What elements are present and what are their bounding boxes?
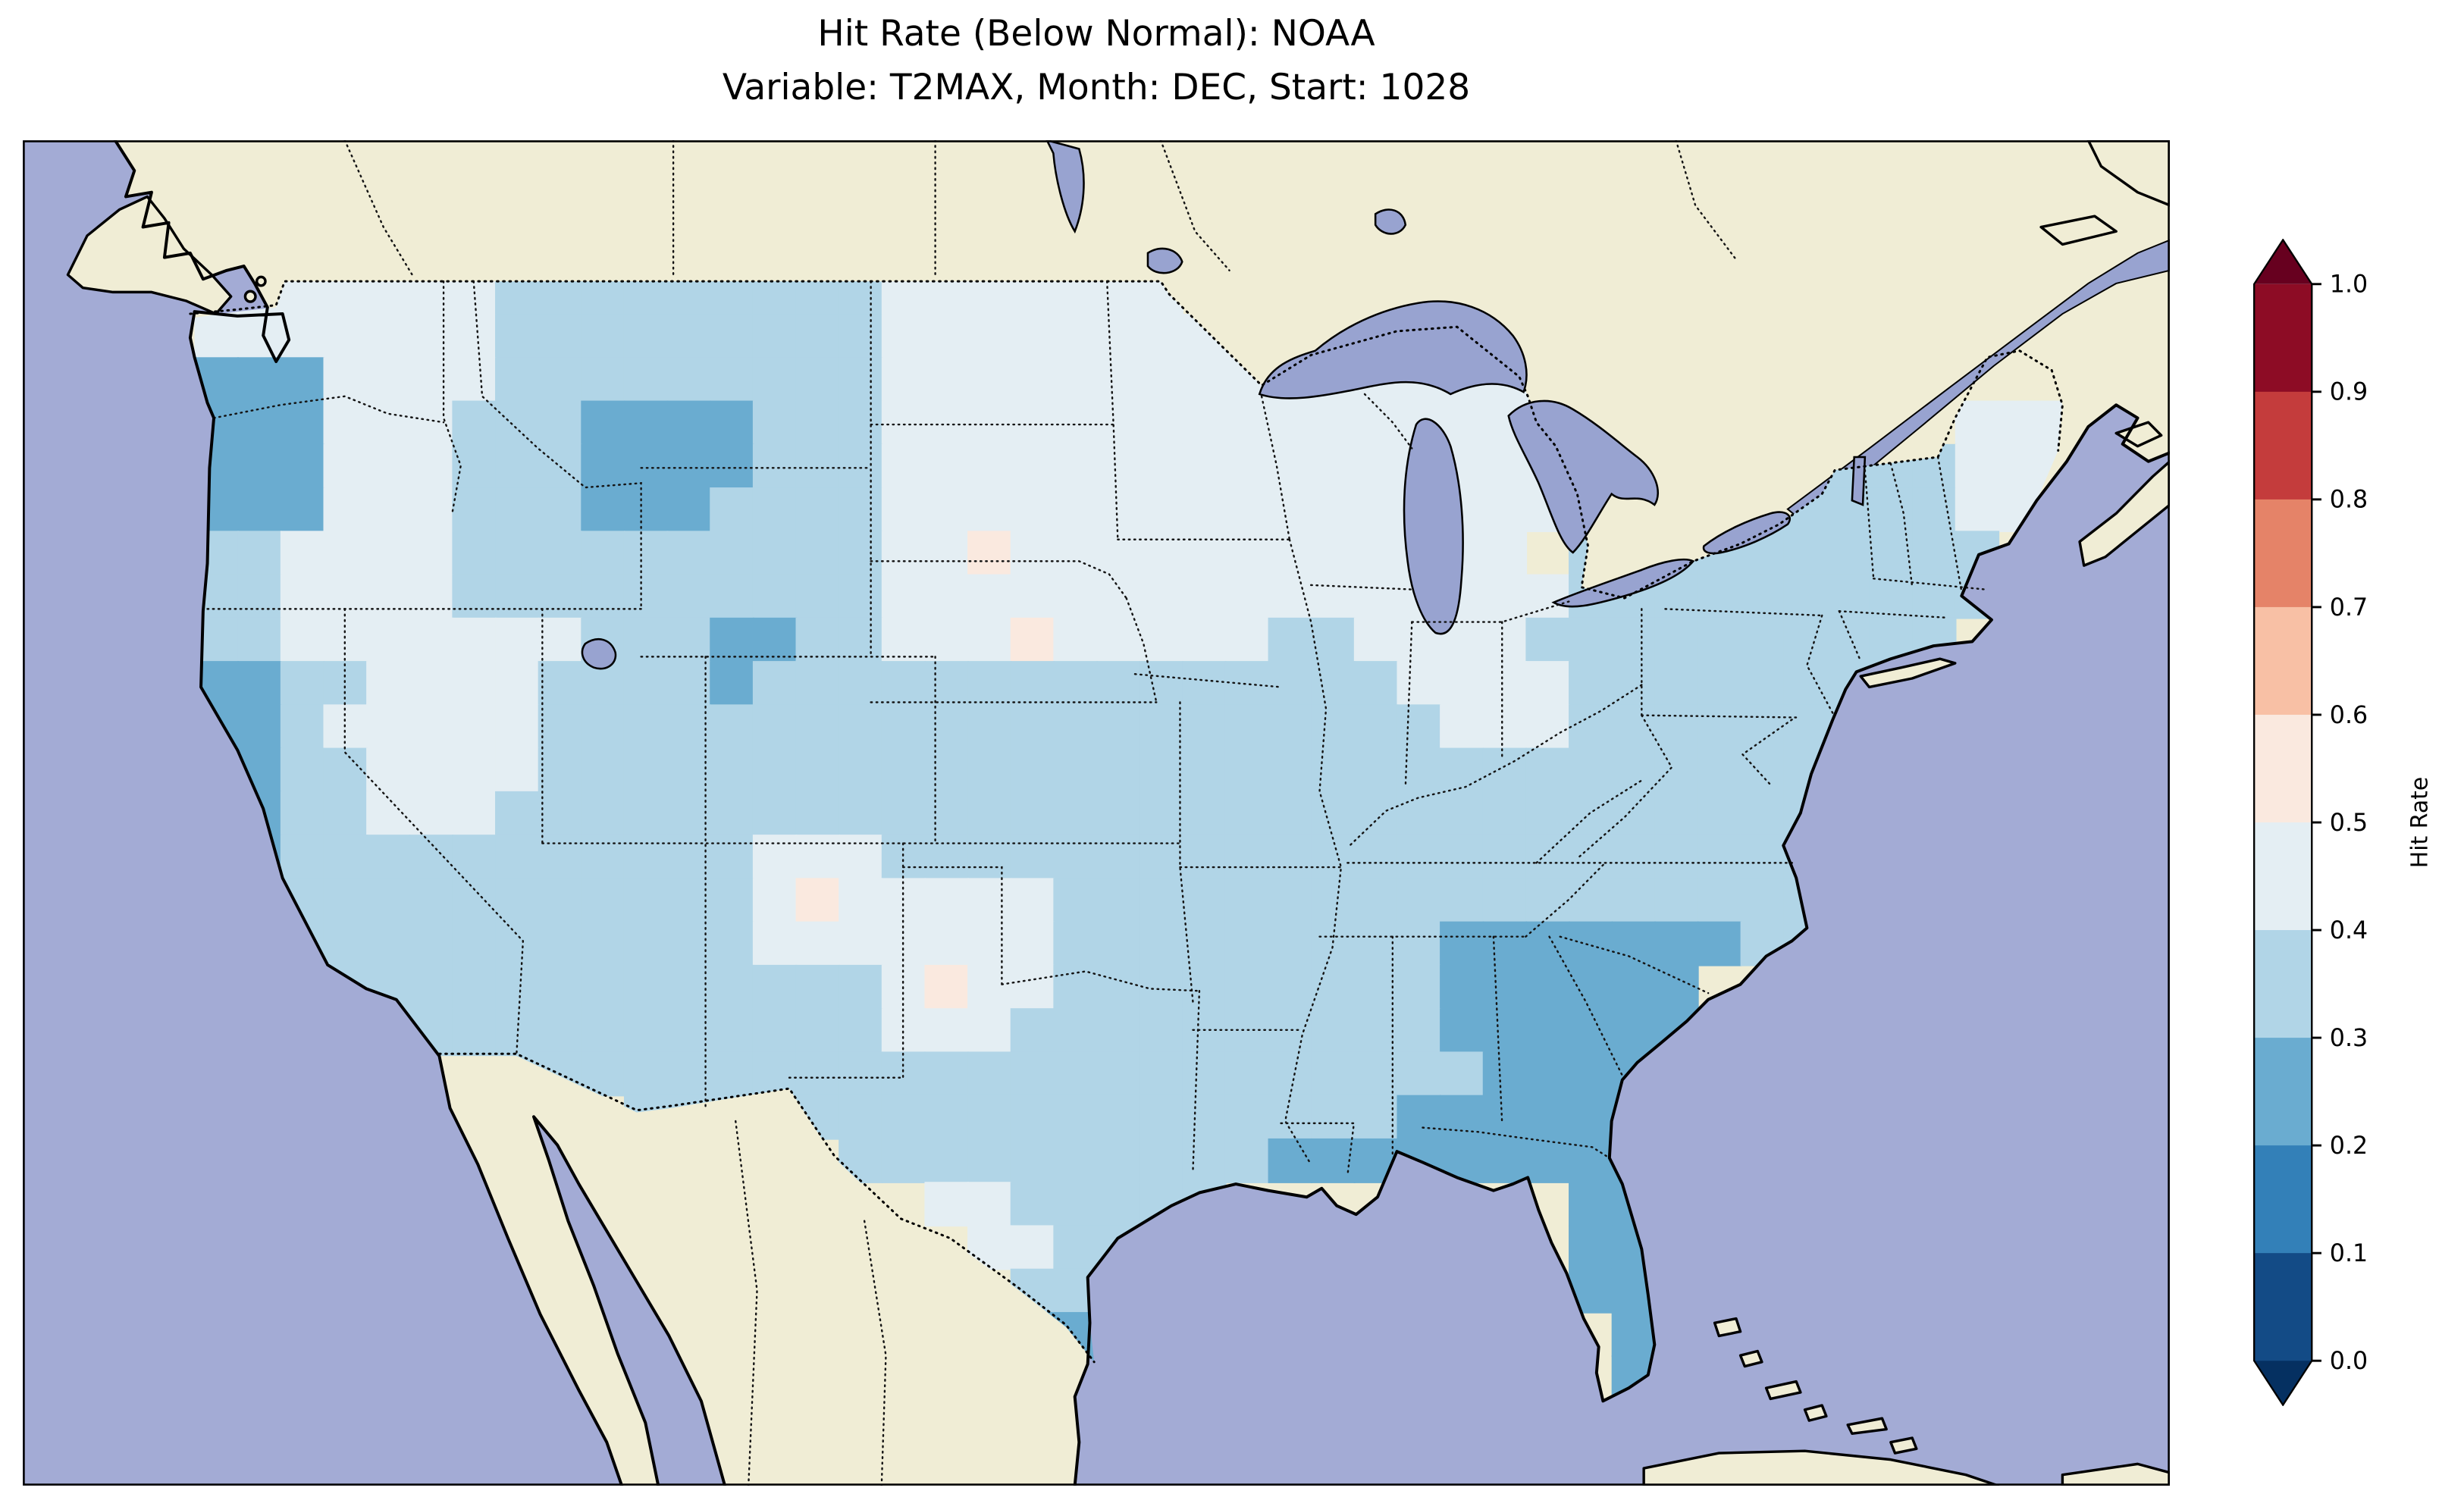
bahamas-island-4 — [1803, 1404, 1828, 1422]
gulf-island — [243, 290, 257, 303]
colorbar-tick-label: 0.3 — [2330, 1025, 2368, 1052]
great-salt-lake — [581, 637, 617, 670]
colorbar-over-arrow — [2254, 240, 2312, 284]
figure-title-line2: Variable: T2MAX, Month: DEC, Start: 1028 — [722, 66, 1471, 108]
colorbar-tick-label: 0.5 — [2330, 810, 2368, 837]
colorbar: 1.0 0.9 0.8 0.7 0.6 0.5 0.4 0.3 0.2 0.1 0.0 Hit Ra… — [2252, 239, 2433, 1406]
figure-title-line1: Hit Rate (Below Normal): NOAA — [817, 13, 1375, 55]
long-island — [1859, 657, 1957, 689]
colorbar-under-arrow — [2254, 1361, 2312, 1405]
bahamas-island-2 — [1738, 1349, 1763, 1368]
colorbar-label: Hit Rate — [2406, 777, 2433, 868]
colorbar-tick-label: 0.4 — [2330, 917, 2368, 944]
st-lawrence-river — [1786, 239, 2170, 528]
islands — [66, 140, 2170, 1486]
colorbar-tick-label: 0.0 — [2330, 1348, 2368, 1375]
figure-title: Hit Rate (Below Normal): NOAA Variable: … — [23, 8, 2170, 114]
coastlines — [113, 140, 2170, 1486]
colorbar-segments — [2254, 283, 2312, 1362]
colorbar-outline — [2252, 239, 2313, 1406]
san-juan-island — [255, 275, 267, 287]
lake-huron — [1507, 399, 1659, 554]
newfoundland-corner — [2086, 140, 2170, 207]
lake-winnipeg — [1045, 140, 1085, 234]
lake-superior — [1258, 300, 1528, 399]
vancouver-island — [66, 195, 233, 315]
lake-of-the-woods — [1146, 247, 1183, 274]
map-frame — [23, 140, 2170, 1486]
lake-nipigon — [1374, 208, 1407, 235]
state-borders — [206, 140, 1986, 1486]
cuba — [1642, 1449, 2000, 1486]
colorbar-tick-label: 0.7 — [2330, 594, 2368, 622]
us-mexico-border — [437, 1052, 1096, 1364]
colorbar-tick-label: 0.6 — [2330, 702, 2368, 729]
lake-champlain — [1851, 456, 1867, 506]
nova-scotia — [2078, 459, 2170, 567]
anticosti-island — [2039, 215, 2118, 246]
bahamas-andros — [1713, 1317, 1742, 1338]
colorbar-tick-label: 0.9 — [2330, 379, 2368, 406]
lake-michigan — [1403, 418, 1464, 635]
us-canada-border — [189, 280, 2064, 600]
us-hit-rate-map — [23, 140, 2170, 1486]
colorbar-tick-label: 0.2 — [2330, 1132, 2368, 1160]
colorbar-ticks: 1.0 0.9 0.8 0.7 0.6 0.5 0.4 0.3 0.2 0.1 0.0 — [2312, 271, 2368, 1375]
bahamas-island-5 — [1846, 1417, 1888, 1436]
colorbar-tick-label: 0.8 — [2330, 487, 2368, 514]
lake-erie — [1551, 558, 1695, 608]
colorbar-tick-label: 1.0 — [2330, 271, 2368, 299]
bahamas-island-6 — [1889, 1436, 1918, 1455]
bahamas-island-3 — [1764, 1380, 1802, 1401]
country-borders — [189, 280, 2064, 1364]
colorbar-tick-label: 0.1 — [2330, 1240, 2368, 1267]
prince-edward-island — [2114, 421, 2163, 448]
mexico-state-borders — [735, 1120, 887, 1486]
canada-province-borders — [343, 140, 1738, 278]
great-lakes — [581, 140, 1867, 670]
